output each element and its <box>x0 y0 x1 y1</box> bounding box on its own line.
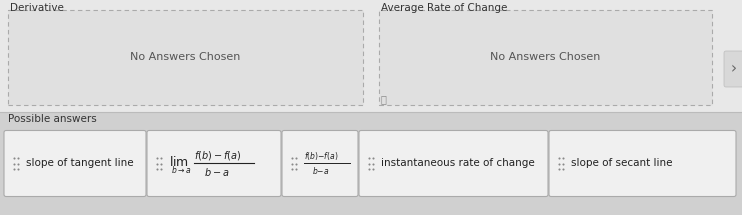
Text: Average Rate of Change: Average Rate of Change <box>381 3 508 13</box>
FancyBboxPatch shape <box>147 131 281 197</box>
Text: $b{-}a$: $b{-}a$ <box>312 165 329 176</box>
Text: slope of secant line: slope of secant line <box>571 158 672 169</box>
FancyBboxPatch shape <box>549 131 736 197</box>
Text: No Answers Chosen: No Answers Chosen <box>131 52 240 63</box>
Text: Derivative: Derivative <box>10 3 64 13</box>
FancyBboxPatch shape <box>8 10 363 105</box>
FancyBboxPatch shape <box>359 131 548 197</box>
Text: No Answers Chosen: No Answers Chosen <box>490 52 601 63</box>
Text: $b-a$: $b-a$ <box>204 166 229 178</box>
Text: instantaneous rate of change: instantaneous rate of change <box>381 158 535 169</box>
Text: Possible answers: Possible answers <box>8 114 96 124</box>
Text: $f(b){-}f(a)$: $f(b){-}f(a)$ <box>304 150 338 163</box>
Text: $\mathrm{lim}$: $\mathrm{lim}$ <box>169 155 189 169</box>
FancyBboxPatch shape <box>379 10 712 105</box>
Text: $b{\to}a$: $b{\to}a$ <box>171 164 191 175</box>
Text: $f(b)-f(a)$: $f(b)-f(a)$ <box>194 149 241 162</box>
FancyBboxPatch shape <box>0 112 742 215</box>
FancyBboxPatch shape <box>0 0 742 112</box>
Text: 👍: 👍 <box>381 94 387 104</box>
Text: ›: › <box>731 61 737 77</box>
FancyBboxPatch shape <box>282 131 358 197</box>
FancyBboxPatch shape <box>4 131 146 197</box>
FancyBboxPatch shape <box>724 51 742 87</box>
Text: slope of tangent line: slope of tangent line <box>26 158 134 169</box>
